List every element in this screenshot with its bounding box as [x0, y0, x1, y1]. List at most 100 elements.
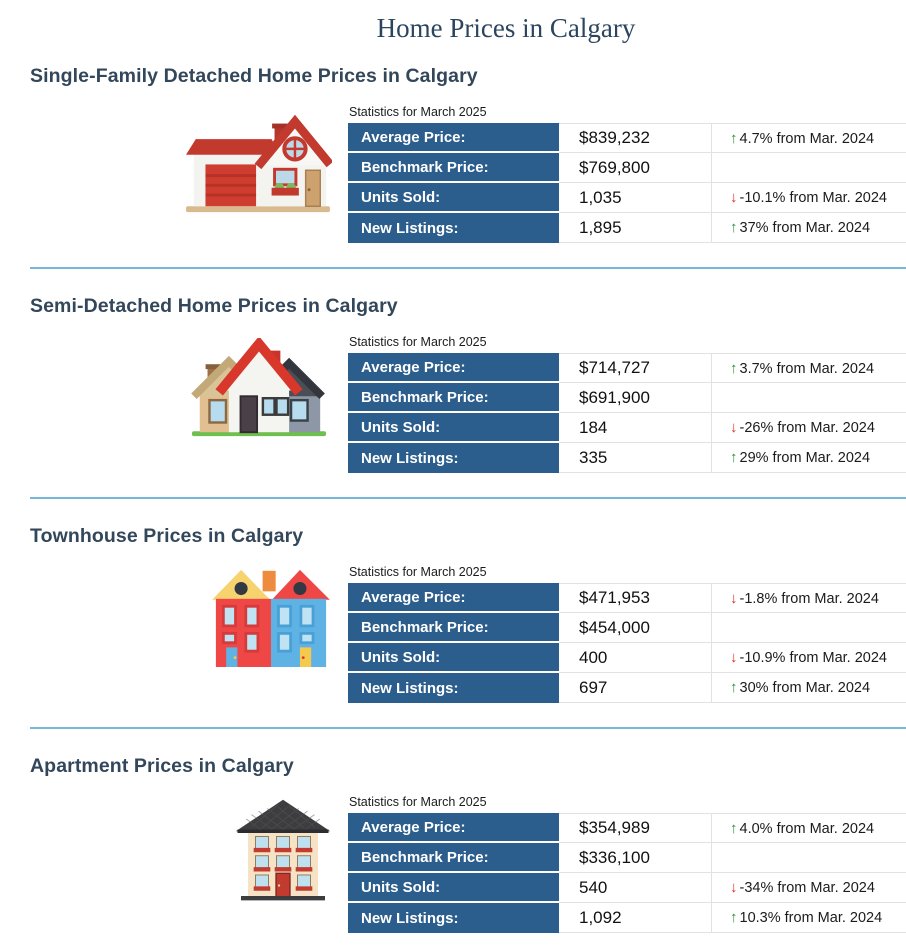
stat-label: Units Sold:: [348, 413, 559, 443]
section-divider: [30, 497, 906, 499]
stat-change: ↓ -34% from Mar. 2024: [711, 873, 906, 903]
stat-label: Benchmark Price:: [348, 843, 559, 873]
table-column: Statistics for March 2025 Average Price:…: [348, 795, 906, 933]
stats-table: Average Price: $354,989 ↑ 4.0% from Mar. …: [348, 813, 906, 933]
stat-label: New Listings:: [348, 673, 559, 703]
stats-row: Average Price: $471,953 ↓ -1.8% from Mar.…: [348, 583, 906, 613]
stat-change: ↑ 3.7% from Mar. 2024: [711, 353, 906, 383]
trend-arrow-icon: ↑: [730, 819, 738, 837]
stat-label: New Listings:: [348, 903, 559, 933]
trend-arrow-icon: ↓: [730, 879, 738, 896]
property-section: Apartment Prices in Calgary: [0, 727, 906, 945]
change-text: 4.7% from Mar. 2024: [739, 130, 875, 147]
semi-detached-house-icon: [186, 336, 332, 439]
stat-change: ↑ 30% from Mar. 2024: [711, 673, 906, 703]
change-text: 29% from Mar. 2024: [739, 450, 871, 466]
trend-arrow-icon: ↓: [730, 589, 738, 607]
change-text: -1.8% from Mar. 2024: [739, 590, 879, 607]
stats-tbody: Average Price: $471,953 ↓ -1.8% from Mar.…: [348, 583, 906, 703]
stats-row: Average Price: $839,232 ↑ 4.7% from Mar. …: [348, 123, 906, 153]
section-heading: Semi-Detached Home Prices in Calgary: [30, 295, 398, 317]
stat-value: 697: [559, 673, 711, 703]
stats-tbody: Average Price: $354,989 ↑ 4.0% from Mar. …: [348, 813, 906, 933]
stats-tbody: Average Price: $714,727 ↑ 3.7% from Mar. …: [348, 353, 906, 473]
section-heading: Single-Family Detached Home Prices in Ca…: [30, 65, 478, 87]
property-section: Semi-Detached Home Prices in Calgary Sta…: [0, 267, 906, 473]
apartment-building-icon: [234, 798, 332, 903]
stat-change: ↑ 37% from Mar. 2024: [711, 213, 906, 243]
section-divider: [30, 267, 906, 269]
stats-row: Units Sold: 400 ↓ -10.9% from Mar. 2024: [348, 643, 906, 673]
trend-arrow-icon: ↓: [730, 649, 738, 666]
change-text: -10.9% from Mar. 2024: [739, 650, 888, 666]
icon-column: [0, 565, 348, 667]
table-caption: Statistics for March 2025: [349, 795, 487, 809]
stat-label: Benchmark Price:: [348, 153, 559, 183]
detached-house-icon: [184, 108, 334, 215]
stats-row: Benchmark Price: $691,900: [348, 383, 906, 413]
stats-table: Average Price: $714,727 ↑ 3.7% from Mar. …: [348, 353, 906, 473]
stats-row: Benchmark Price: $454,000: [348, 613, 906, 643]
trend-arrow-icon: ↑: [730, 449, 738, 466]
stats-row: Benchmark Price: $336,100: [348, 843, 906, 873]
section-content: Statistics for March 2025 Average Price:…: [0, 335, 906, 473]
trend-arrow-icon: ↑: [730, 219, 738, 236]
stat-value: $471,953: [559, 583, 711, 613]
stats-row: New Listings: 1,895 ↑ 37% from Mar. 2024: [348, 213, 906, 243]
section-heading: Townhouse Prices in Calgary: [30, 525, 304, 547]
section-content: Statistics for March 2025 Average Price:…: [0, 565, 906, 703]
change-text: -34% from Mar. 2024: [739, 880, 875, 896]
stat-value: 335: [559, 443, 711, 473]
stat-label: Units Sold:: [348, 873, 559, 903]
stats-table: Average Price: $839,232 ↑ 4.7% from Mar. …: [348, 123, 906, 243]
stat-value: $714,727: [559, 353, 711, 383]
table-column: Statistics for March 2025 Average Price:…: [348, 335, 906, 473]
icon-column: [0, 795, 348, 903]
stat-change: [711, 383, 906, 413]
stat-value: 1,035: [559, 183, 711, 213]
stat-value: $336,100: [559, 843, 711, 873]
stat-change: ↓ -10.1% from Mar. 2024: [711, 183, 906, 213]
stat-change: [711, 153, 906, 183]
stat-change: ↑ 4.0% from Mar. 2024: [711, 813, 906, 843]
property-section: Townhouse Prices in Calgary: [0, 497, 906, 703]
stat-change: ↑ 29% from Mar. 2024: [711, 443, 906, 473]
stats-row: Average Price: $354,989 ↑ 4.0% from Mar. …: [348, 813, 906, 843]
stat-value: $691,900: [559, 383, 711, 413]
stats-row: New Listings: 1,092 ↑ 10.3% from Mar. 202…: [348, 903, 906, 933]
stat-change: ↑ 10.3% from Mar. 2024: [711, 903, 906, 933]
property-section: Single-Family Detached Home Prices in Ca…: [0, 65, 906, 243]
stat-label: Units Sold:: [348, 643, 559, 673]
stat-change: ↓ -10.9% from Mar. 2024: [711, 643, 906, 673]
section-content: Statistics for March 2025 Average Price:…: [0, 795, 906, 933]
trend-arrow-icon: ↓: [730, 189, 738, 206]
stat-value: 1,895: [559, 213, 711, 243]
stats-row: Units Sold: 184 ↓ -26% from Mar. 2024: [348, 413, 906, 443]
change-text: 3.7% from Mar. 2024: [739, 360, 875, 377]
stats-row: Benchmark Price: $769,800: [348, 153, 906, 183]
section-divider: [30, 727, 906, 729]
table-caption: Statistics for March 2025: [349, 335, 487, 349]
stats-row: Units Sold: 1,035 ↓ -10.1% from Mar. 2024: [348, 183, 906, 213]
change-text: 37% from Mar. 2024: [739, 220, 871, 236]
townhouse-icon: [210, 568, 332, 667]
stat-label: Benchmark Price:: [348, 383, 559, 413]
stat-value: $354,989: [559, 813, 711, 843]
page: Home Prices in Calgary Single-Family Det…: [0, 13, 906, 945]
stats-row: Average Price: $714,727 ↑ 3.7% from Mar. …: [348, 353, 906, 383]
table-caption: Statistics for March 2025: [349, 105, 487, 119]
stats-row: Units Sold: 540 ↓ -34% from Mar. 2024: [348, 873, 906, 903]
stat-value: $769,800: [559, 153, 711, 183]
stat-value: 540: [559, 873, 711, 903]
stat-label: New Listings:: [348, 443, 559, 473]
table-column: Statistics for March 2025 Average Price:…: [348, 565, 906, 703]
section-content: Statistics for March 2025 Average Price:…: [0, 105, 906, 243]
stat-label: New Listings:: [348, 213, 559, 243]
sections-container: Single-Family Detached Home Prices in Ca…: [0, 65, 906, 945]
stat-change: [711, 843, 906, 873]
stat-label: Average Price:: [348, 813, 559, 843]
table-column: Statistics for March 2025 Average Price:…: [348, 105, 906, 243]
change-text: 30% from Mar. 2024: [739, 680, 871, 696]
stat-change: ↓ -1.8% from Mar. 2024: [711, 583, 906, 613]
icon-column: [0, 335, 348, 439]
